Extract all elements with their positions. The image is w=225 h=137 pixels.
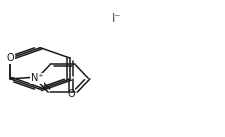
Text: O: O — [7, 53, 14, 63]
Text: I⁻: I⁻ — [112, 12, 122, 25]
Text: N⁺: N⁺ — [31, 73, 43, 83]
Text: O: O — [68, 89, 75, 99]
